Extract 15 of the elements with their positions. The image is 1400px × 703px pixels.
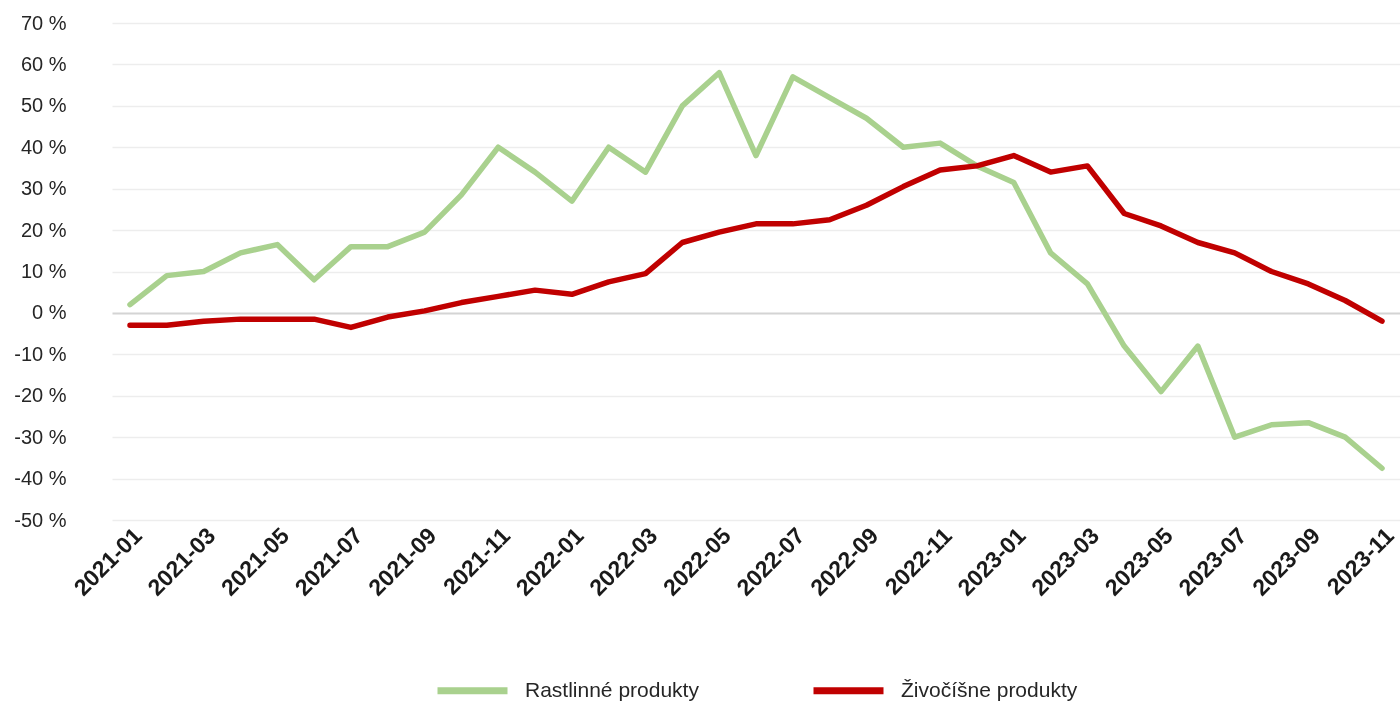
y-tick-label: -30 % [14, 425, 67, 448]
legend-label: Rastlinné produkty [525, 677, 700, 701]
y-tick-label: 20 % [20, 218, 67, 241]
y-tick-label: -50 % [14, 508, 67, 531]
y-tick-label: -10 % [14, 342, 67, 365]
y-tick-label: 10 % [20, 260, 67, 282]
y-tick-label: -20 % [14, 384, 67, 407]
y-tick-label: 30 % [20, 177, 67, 200]
y-tick-label: 50 % [20, 94, 67, 117]
y-tick-label: -40 % [14, 467, 67, 490]
y-tick-label: 40 % [20, 135, 67, 158]
y-tick-label: 60 % [20, 52, 67, 75]
legend-label: Živočíšne produkty [901, 677, 1078, 701]
y-tick-label: 0 % [32, 301, 67, 324]
y-tick-label: 70 % [20, 11, 67, 34]
